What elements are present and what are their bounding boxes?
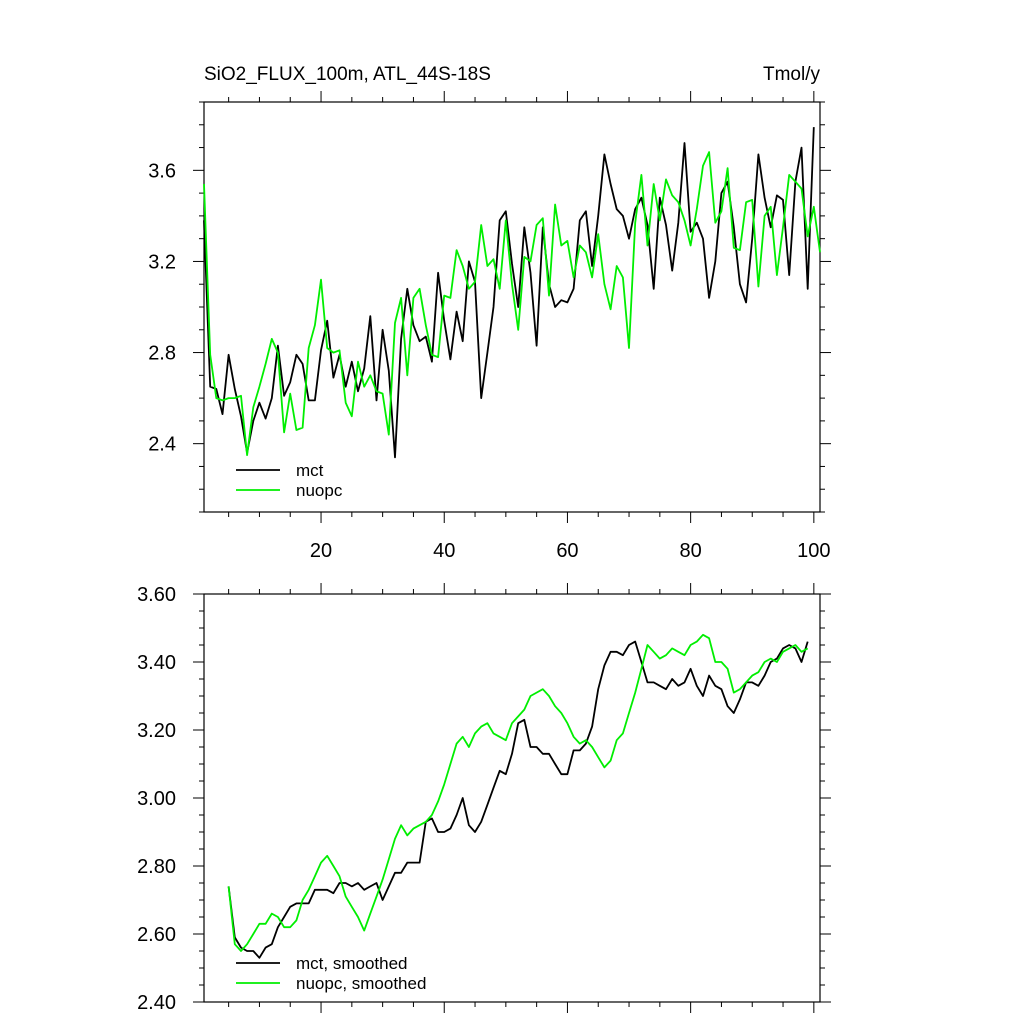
y-tick-label: 2.4 (148, 434, 176, 456)
top-panel: 20 40 60 80 100 2.4 2.8 3.2 3.6 SiO2_FLUX_100m, A… (148, 64, 831, 562)
y-tick-label: 3.00 (137, 788, 176, 810)
y-tick-label: 2.80 (137, 856, 176, 878)
y-tick-label: 2.40 (137, 992, 176, 1014)
legend-label: nuopc, smoothed (296, 974, 426, 993)
y-tick-label: 3.6 (148, 160, 176, 182)
plot-frame (203, 101, 821, 513)
y-tick-label: 2.8 (148, 343, 176, 365)
x-tick-label: 40 (433, 540, 455, 562)
x-tick-label: 80 (680, 540, 702, 562)
series-line-mct-smoothed (227, 640, 809, 959)
y-tick-label: 3.2 (148, 251, 176, 273)
y-tick-label: 2.60 (137, 924, 176, 946)
y-tick-label: 3.60 (137, 584, 176, 606)
plot-frame (203, 593, 821, 1003)
x-tick-label: 60 (556, 540, 578, 562)
legend-label: mct, smoothed (296, 954, 408, 973)
series-line-nuopc (203, 151, 821, 457)
series-line-nuopc-smoothed (227, 633, 809, 952)
legend-label: mct (296, 461, 324, 480)
y-tick-label: 3.20 (137, 720, 176, 742)
legend-label: nuopc (296, 481, 343, 500)
y-tick-label: 3.40 (137, 652, 176, 674)
x-tick-label: 20 (310, 540, 332, 562)
chart-title: SiO2_FLUX_100m, ATL_44S-18S (204, 64, 491, 85)
bottom-panel: 2.40 2.60 2.80 3.00 3.20 3.40 3.60 mct, smoothe… (137, 583, 831, 1014)
series-line-mct (203, 127, 815, 459)
units-label: Tmol/y (763, 64, 821, 85)
x-tick-label: 100 (797, 540, 830, 562)
